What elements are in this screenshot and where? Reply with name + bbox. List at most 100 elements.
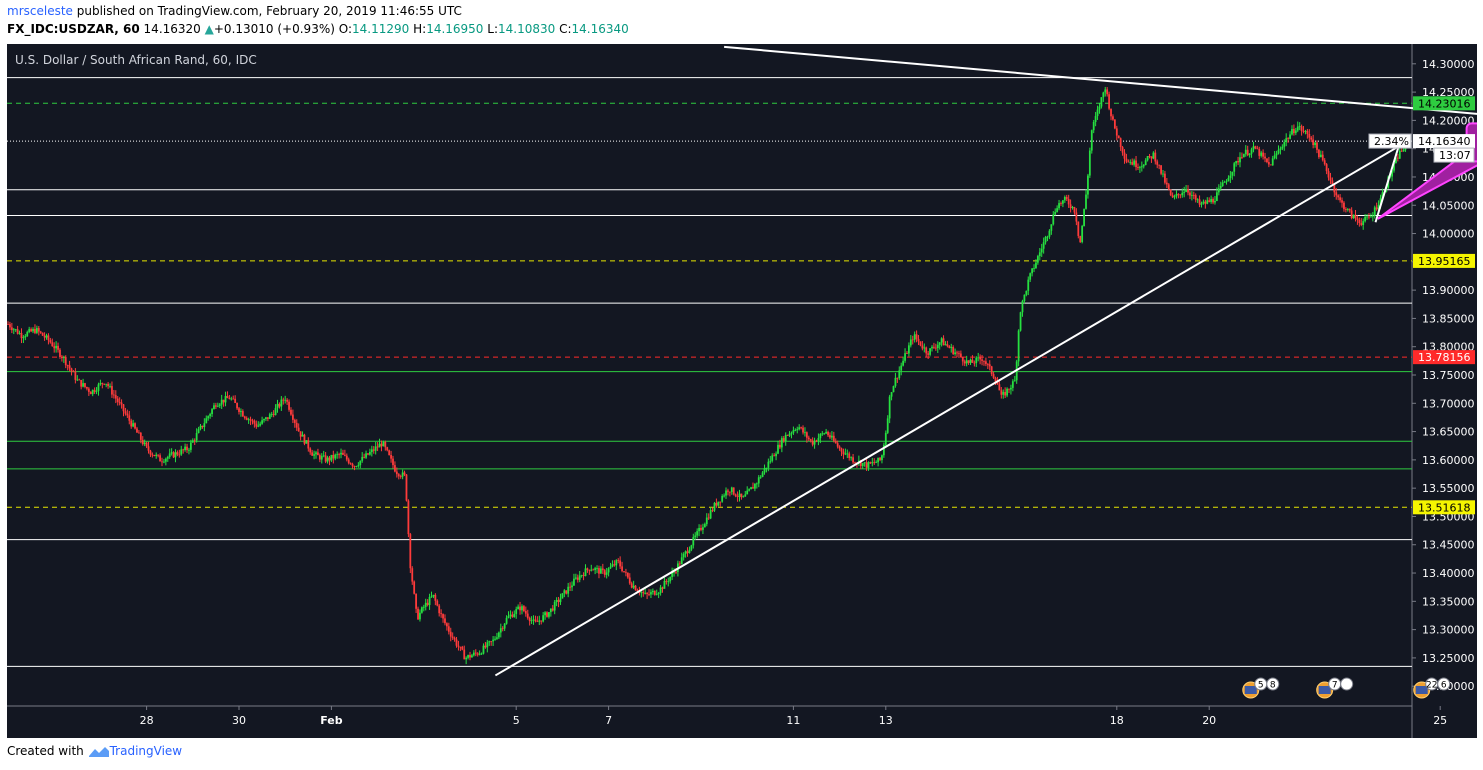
y-tick-label: 13.35000 <box>1422 595 1475 608</box>
candle-body <box>20 333 23 339</box>
tradingview-logo-icon <box>88 746 109 757</box>
y-tick-label: 14.25000 <box>1422 86 1475 99</box>
candle-body <box>395 471 398 475</box>
candle-body <box>788 433 791 436</box>
candle-body <box>994 377 997 382</box>
candle-body <box>721 496 724 502</box>
chart-area[interactable]: 14.3000014.2500014.2000014.1500014.10000… <box>7 44 1477 738</box>
candle-body <box>596 568 598 569</box>
candle-body <box>1281 146 1284 149</box>
candle-body <box>195 433 198 441</box>
candle-body <box>1013 380 1016 382</box>
candle-body <box>442 614 444 619</box>
price-chart[interactable]: 14.3000014.2500014.2000014.1500014.10000… <box>7 44 1477 738</box>
candle-body <box>268 414 271 419</box>
candle-body <box>526 613 529 618</box>
y-tick-label: 13.25000 <box>1422 652 1475 665</box>
candle-body <box>1298 126 1301 128</box>
x-tick-label: 7 <box>605 714 612 727</box>
candle-body <box>936 344 939 349</box>
candle-body <box>1241 157 1243 159</box>
candle-body <box>10 327 13 331</box>
candle-body <box>615 560 618 566</box>
percent-label-text: 2.34% <box>1374 135 1409 148</box>
candle-body <box>601 568 604 571</box>
price-label-box <box>1413 500 1475 515</box>
tradingview-brand[interactable]: TradingView <box>109 744 183 758</box>
up-arrow-icon: ▲ <box>204 22 214 36</box>
price-change: +0.13010 (+0.93%) <box>213 22 335 36</box>
candle-body <box>1056 208 1059 212</box>
price-label-box <box>1413 253 1475 268</box>
candle-body <box>28 329 31 333</box>
candle-body <box>1010 387 1012 390</box>
trendline[interactable] <box>1374 146 1400 223</box>
candle-body <box>1063 196 1066 201</box>
candle-body <box>216 405 219 407</box>
trendline[interactable] <box>494 145 1400 677</box>
candle-body <box>1129 162 1132 163</box>
candle-body <box>68 365 71 369</box>
candle-body <box>854 462 856 464</box>
candle-body <box>272 414 275 416</box>
candle-body <box>532 619 535 621</box>
created-with-text: Created with <box>7 744 84 758</box>
candle-body <box>1362 221 1365 226</box>
candle-body <box>357 465 360 467</box>
candle-body <box>686 551 689 554</box>
candle-body <box>166 456 169 459</box>
y-tick-label: 13.85000 <box>1422 312 1475 325</box>
candle-body <box>61 357 63 359</box>
candle-body <box>386 447 389 451</box>
candle-body <box>600 568 602 574</box>
candle-body <box>74 371 77 380</box>
candle-body <box>1370 216 1372 218</box>
candle-body <box>130 420 133 427</box>
candle-body <box>18 333 21 334</box>
candle-body <box>765 467 768 469</box>
trendline[interactable] <box>724 45 1477 142</box>
candle-body <box>938 342 941 345</box>
candle-body <box>690 545 693 550</box>
candle-body <box>99 382 102 385</box>
candle-body <box>247 419 250 421</box>
candle-body <box>197 429 200 434</box>
candle-body <box>367 453 369 455</box>
candle-body <box>915 334 918 339</box>
candle-body <box>813 440 816 445</box>
candle-body <box>1004 391 1007 396</box>
candle-body <box>1258 148 1261 156</box>
price-label-text: 13.95165 <box>1418 255 1471 268</box>
y-tick-label: 13.75000 <box>1422 369 1475 382</box>
y-tick-label: 13.45000 <box>1422 539 1475 552</box>
candle-body <box>730 487 733 492</box>
candle-body <box>1216 192 1218 201</box>
candle-body <box>307 440 310 449</box>
candle-body <box>103 383 106 385</box>
candle-body <box>958 353 960 355</box>
candle-body <box>240 411 242 412</box>
candle-body <box>1314 142 1316 146</box>
candle-body <box>590 569 593 571</box>
candle-body <box>1177 193 1180 195</box>
candle-body <box>1119 138 1122 148</box>
candle-body <box>380 443 383 447</box>
candle-body <box>343 454 346 456</box>
event-count-text: 7 <box>1332 681 1338 691</box>
candle-body <box>66 365 69 366</box>
candle-body <box>172 452 175 458</box>
candle-body <box>1323 160 1326 165</box>
candle-body <box>1233 163 1236 172</box>
candle-body <box>613 564 616 566</box>
low-value: 14.10830 <box>498 22 556 36</box>
candle-body <box>91 389 94 395</box>
candle-body <box>640 592 643 593</box>
candle-body <box>644 593 647 594</box>
candle-body <box>174 452 177 458</box>
candle-body <box>1339 197 1341 201</box>
candle-body <box>961 357 964 362</box>
candle-body <box>413 581 416 594</box>
candle-body <box>561 593 564 599</box>
author-link[interactable]: mrsceleste <box>7 4 73 18</box>
time-axis-background <box>7 706 1412 738</box>
